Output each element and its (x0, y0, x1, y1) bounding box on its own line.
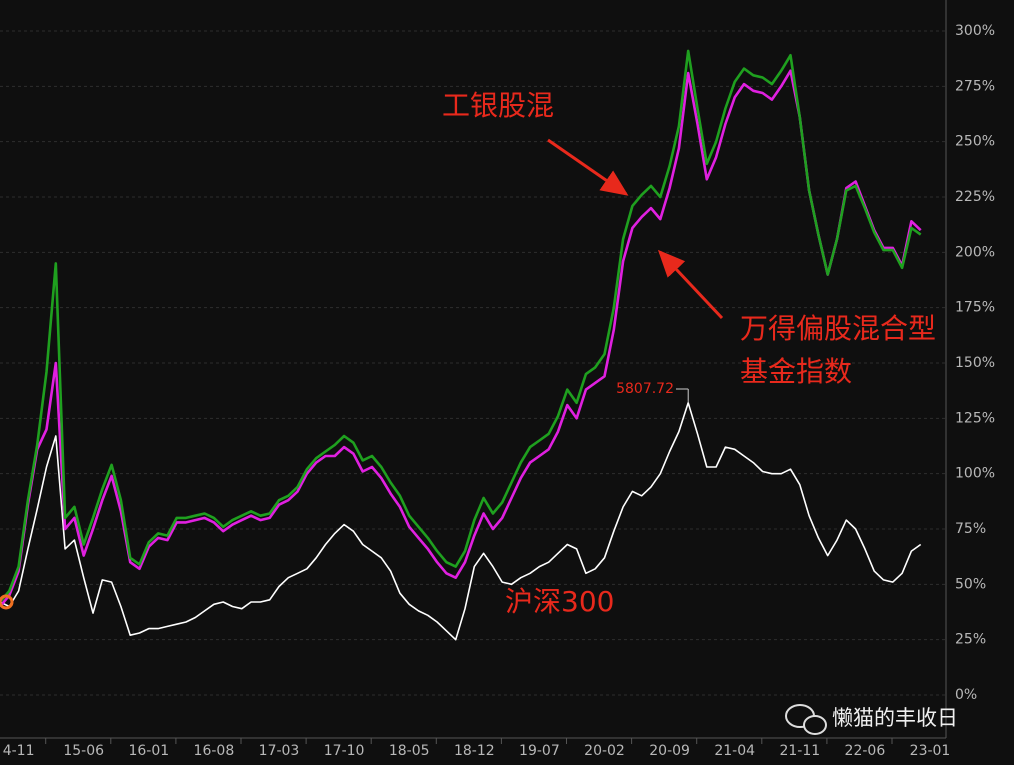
x-tick-label: 20-02 (584, 743, 625, 759)
x-tick-label: 22-06 (845, 743, 886, 759)
x-tick-label: 18-05 (389, 743, 430, 759)
annotation: 万得偏股混合型 (740, 312, 936, 345)
x-tick-label: 20-09 (649, 743, 690, 759)
lines (0, 49, 922, 641)
marker-decoration (0, 594, 14, 610)
x-tick-label: 21-11 (779, 743, 820, 759)
x-tick-label: 18-12 (454, 743, 495, 759)
series-line (0, 49, 922, 603)
y-tick-label: 275% (955, 78, 995, 94)
x-tick-label: 15-06 (63, 743, 104, 759)
y-tick-label: 250% (955, 134, 995, 150)
series-line (0, 402, 922, 641)
y-tick-label: 125% (955, 410, 995, 426)
x-tick-label: 4-11 (3, 743, 35, 759)
y-tick-label: 225% (955, 189, 995, 205)
annotation: 沪深300 (505, 585, 614, 618)
y-tick-label: 300% (955, 23, 995, 39)
y-tick-label: 150% (955, 355, 995, 371)
y-tick-label: 50% (955, 576, 986, 592)
y-tick-label: 200% (955, 244, 995, 260)
x-tick-label: 17-03 (259, 743, 300, 759)
grid (0, 30, 946, 696)
y-tick-label: 25% (955, 632, 986, 648)
x-tick-label: 16-08 (194, 743, 235, 759)
y-tick-label: 0% (955, 687, 977, 703)
x-tick-label: 23-01 (910, 743, 951, 759)
arrow (657, 249, 724, 320)
peak-label: 5807.72 (616, 381, 674, 397)
y-tick-label: 75% (955, 521, 986, 537)
x-tick-label: 16-01 (128, 743, 169, 759)
x-tick-label: 21-04 (714, 743, 755, 759)
series-line (0, 69, 922, 608)
y-tick-label: 100% (955, 466, 995, 482)
x-tick-label: 17-10 (324, 743, 365, 759)
y-tick-label: 175% (955, 300, 995, 316)
annotation: 基金指数 (740, 355, 852, 388)
annotation: 工银股混 (442, 89, 554, 122)
arrow (547, 138, 629, 196)
watermark-icon (785, 704, 827, 735)
watermark: 懒猫的丰收日 (832, 706, 958, 730)
x-tick-label: 19-07 (519, 743, 560, 759)
